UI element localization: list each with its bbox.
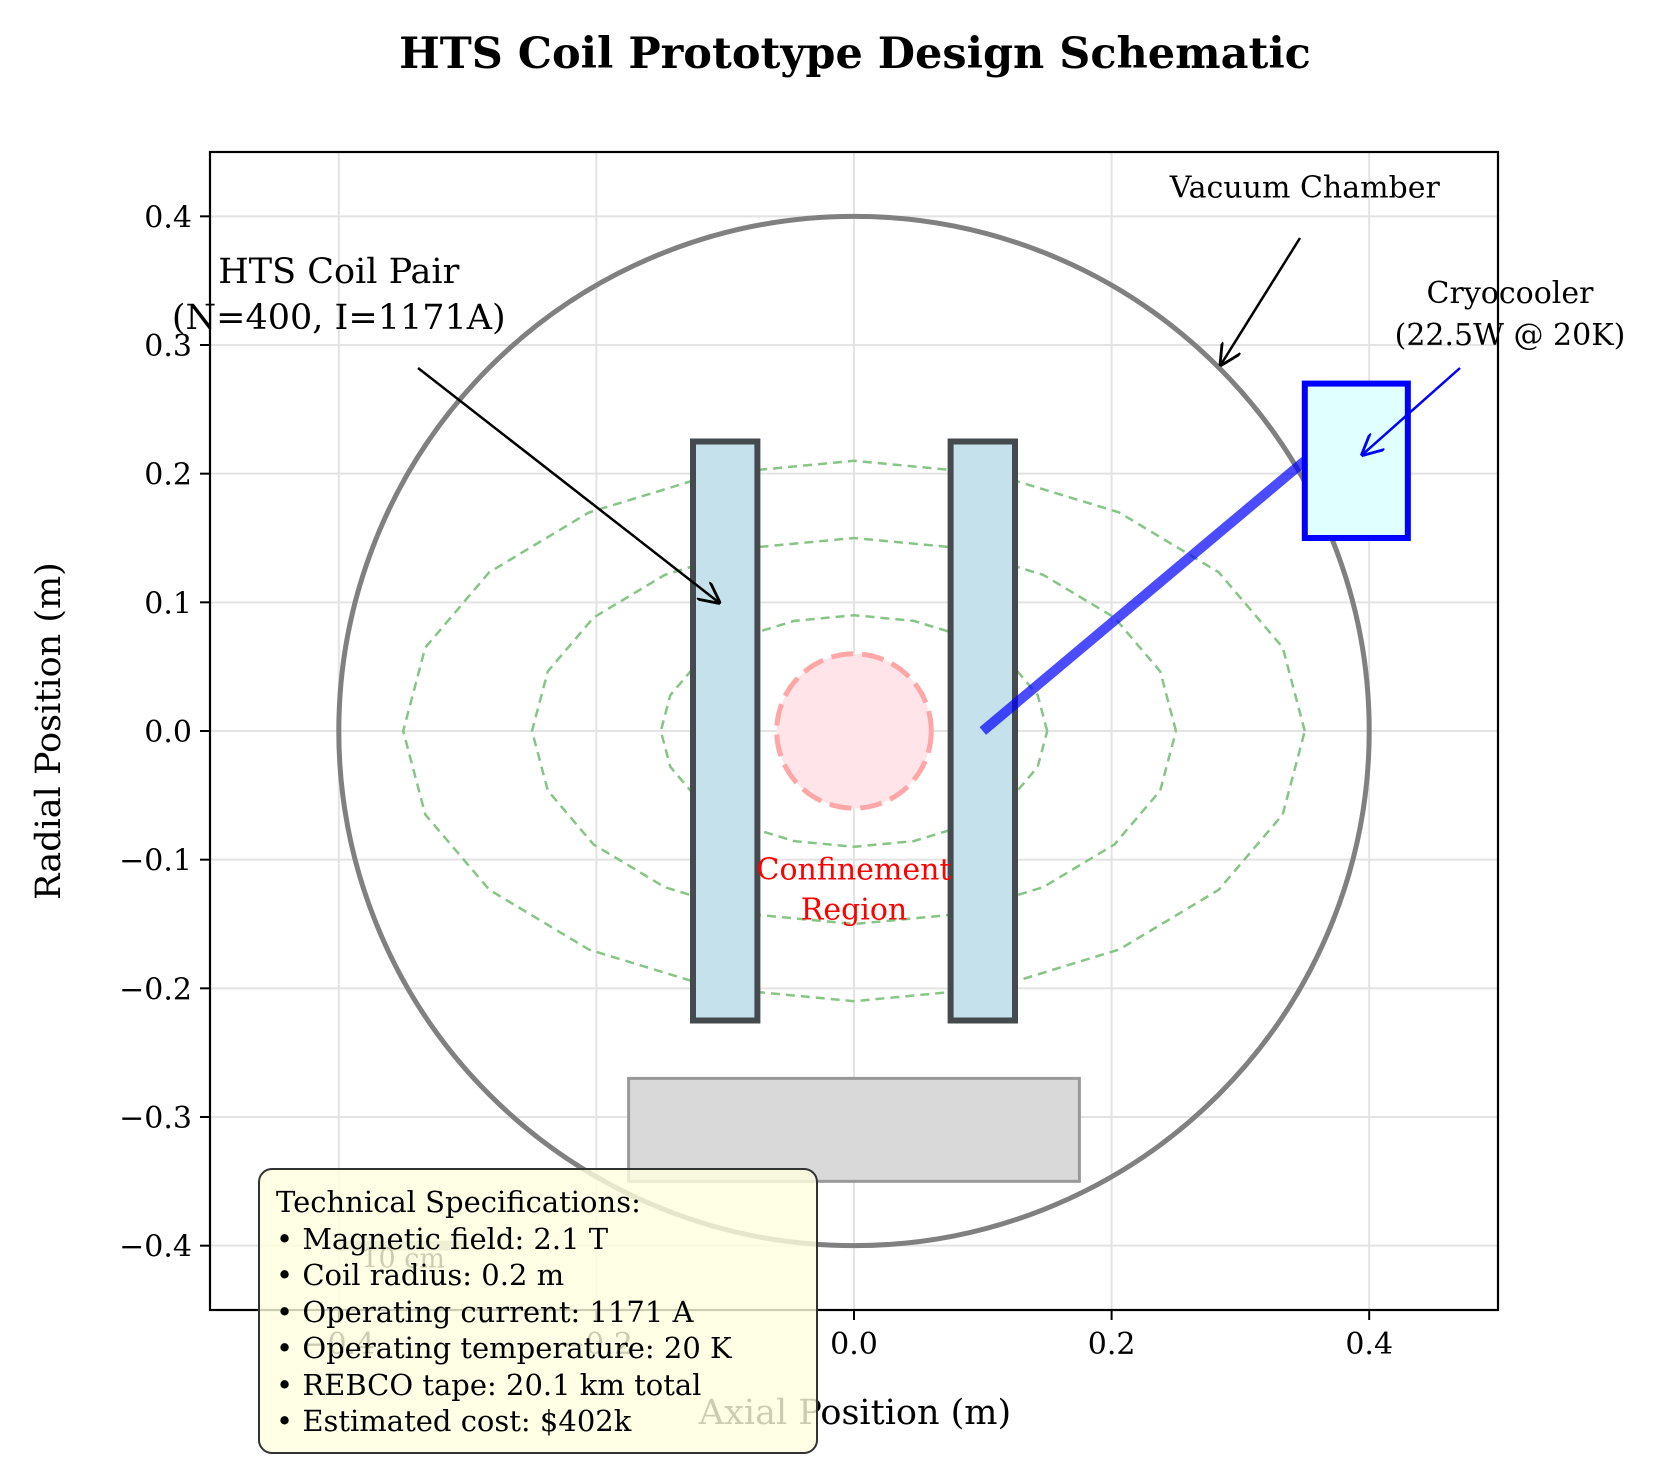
magnetic-field-line	[401, 459, 1307, 1003]
y-tick-label: 0.1	[144, 586, 192, 621]
specs-heading: Technical Specifications:	[276, 1185, 641, 1219]
spec-item: • Magnetic field: 2.1 T	[276, 1221, 609, 1256]
vacuum-chamber-arrow	[1221, 237, 1302, 364]
spec-item: • Operating temperature: 20 K	[276, 1331, 732, 1365]
plot-area: 10 cmConfinementRegionHTS Coil Pair(N=40…	[172, 170, 1625, 1274]
hts-coil	[947, 438, 1018, 1024]
hts-coil	[690, 438, 761, 1024]
cryocooler-annotation: (22.5W @ 20K)	[1395, 318, 1626, 353]
spec-item: • Operating current: 1171 A	[276, 1294, 694, 1329]
support-structure	[627, 1076, 1081, 1183]
cryocooler-arrow	[1363, 367, 1461, 454]
y-tick-label: −0.4	[119, 1230, 192, 1265]
spec-item: • Coil radius: 0.2 m	[276, 1258, 565, 1292]
spec-item: • Estimated cost: $402k	[276, 1404, 632, 1438]
confinement-region	[774, 651, 934, 811]
confinement-label: Confinement	[757, 853, 952, 888]
x-tick-label: 0.4	[1345, 1327, 1393, 1362]
cryocooler-annotation: Cryocooler	[1427, 276, 1595, 311]
coil-pair-arrow	[417, 367, 719, 602]
y-tick-label: 0.2	[144, 458, 192, 493]
vacuum-chamber-circle	[336, 213, 1372, 1249]
y-tick-label: −0.2	[119, 972, 192, 1007]
x-tick-label: 0.2	[1088, 1327, 1136, 1362]
y-tick-label: 0.4	[144, 200, 192, 235]
y-axis-label: Radial Position (m)	[29, 562, 69, 900]
cryocooler-box	[1301, 380, 1411, 541]
confinement-label: Region	[801, 893, 908, 928]
figure-title: HTS Coil Prototype Design Schematic	[399, 29, 1311, 79]
technical-specifications-box: Technical Specifications: • Magnetic fie…	[258, 1168, 818, 1454]
vacuum-chamber-annotation: Vacuum Chamber	[1169, 170, 1441, 205]
axes-frame	[208, 150, 1500, 1312]
x-tick-label: 0.0	[830, 1327, 878, 1362]
y-tick-label: 0.0	[144, 715, 192, 750]
y-tick-label: 0.3	[144, 329, 192, 364]
cryo-cooling-line	[979, 456, 1309, 735]
spec-item: • REBCO tape: 20.1 km total	[276, 1367, 702, 1402]
coil-pair-annotation: (N=400, I=1171A)	[172, 298, 506, 338]
y-tick-label: −0.3	[119, 1101, 192, 1136]
coil-pair-annotation: HTS Coil Pair	[218, 252, 459, 292]
y-tick-label: −0.1	[119, 844, 192, 879]
